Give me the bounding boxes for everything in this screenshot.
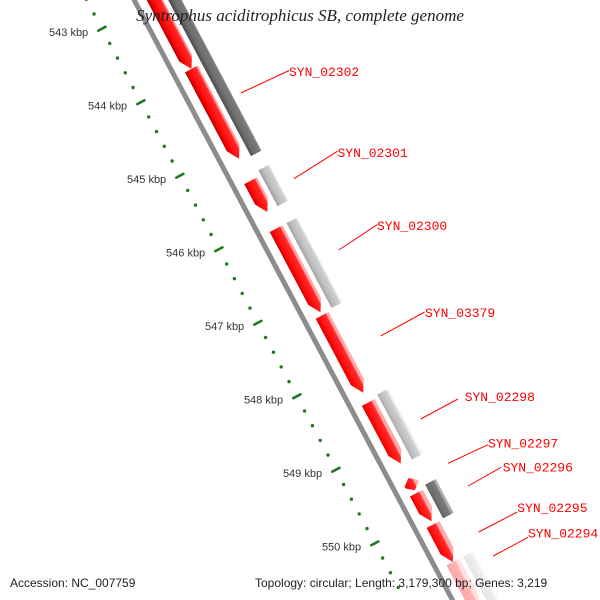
svg-text:SYN_02297: SYN_02297 bbox=[488, 436, 558, 451]
svg-text:SYN_03379: SYN_03379 bbox=[425, 306, 495, 321]
svg-text:543 kbp: 543 kbp bbox=[49, 27, 88, 39]
svg-text:547 kbp: 547 kbp bbox=[205, 321, 244, 333]
svg-text:SYN_02298: SYN_02298 bbox=[465, 390, 535, 405]
svg-text:SYN_02295: SYN_02295 bbox=[517, 501, 587, 516]
svg-text:SYN_02302: SYN_02302 bbox=[289, 65, 359, 80]
svg-text:SYN_02296: SYN_02296 bbox=[503, 460, 573, 475]
svg-text:546 kbp: 546 kbp bbox=[166, 248, 205, 260]
svg-text:SYN_02294: SYN_02294 bbox=[528, 526, 598, 541]
svg-text:550 kbp: 550 kbp bbox=[322, 542, 361, 554]
svg-text:548 kbp: 548 kbp bbox=[244, 395, 283, 407]
svg-text:549 kbp: 549 kbp bbox=[283, 468, 322, 480]
svg-text:SYN_02301: SYN_02301 bbox=[338, 146, 408, 161]
svg-text:544 kbp: 544 kbp bbox=[88, 101, 127, 113]
svg-text:SYN_02300: SYN_02300 bbox=[377, 219, 447, 234]
svg-text:545 kbp: 545 kbp bbox=[127, 174, 166, 186]
